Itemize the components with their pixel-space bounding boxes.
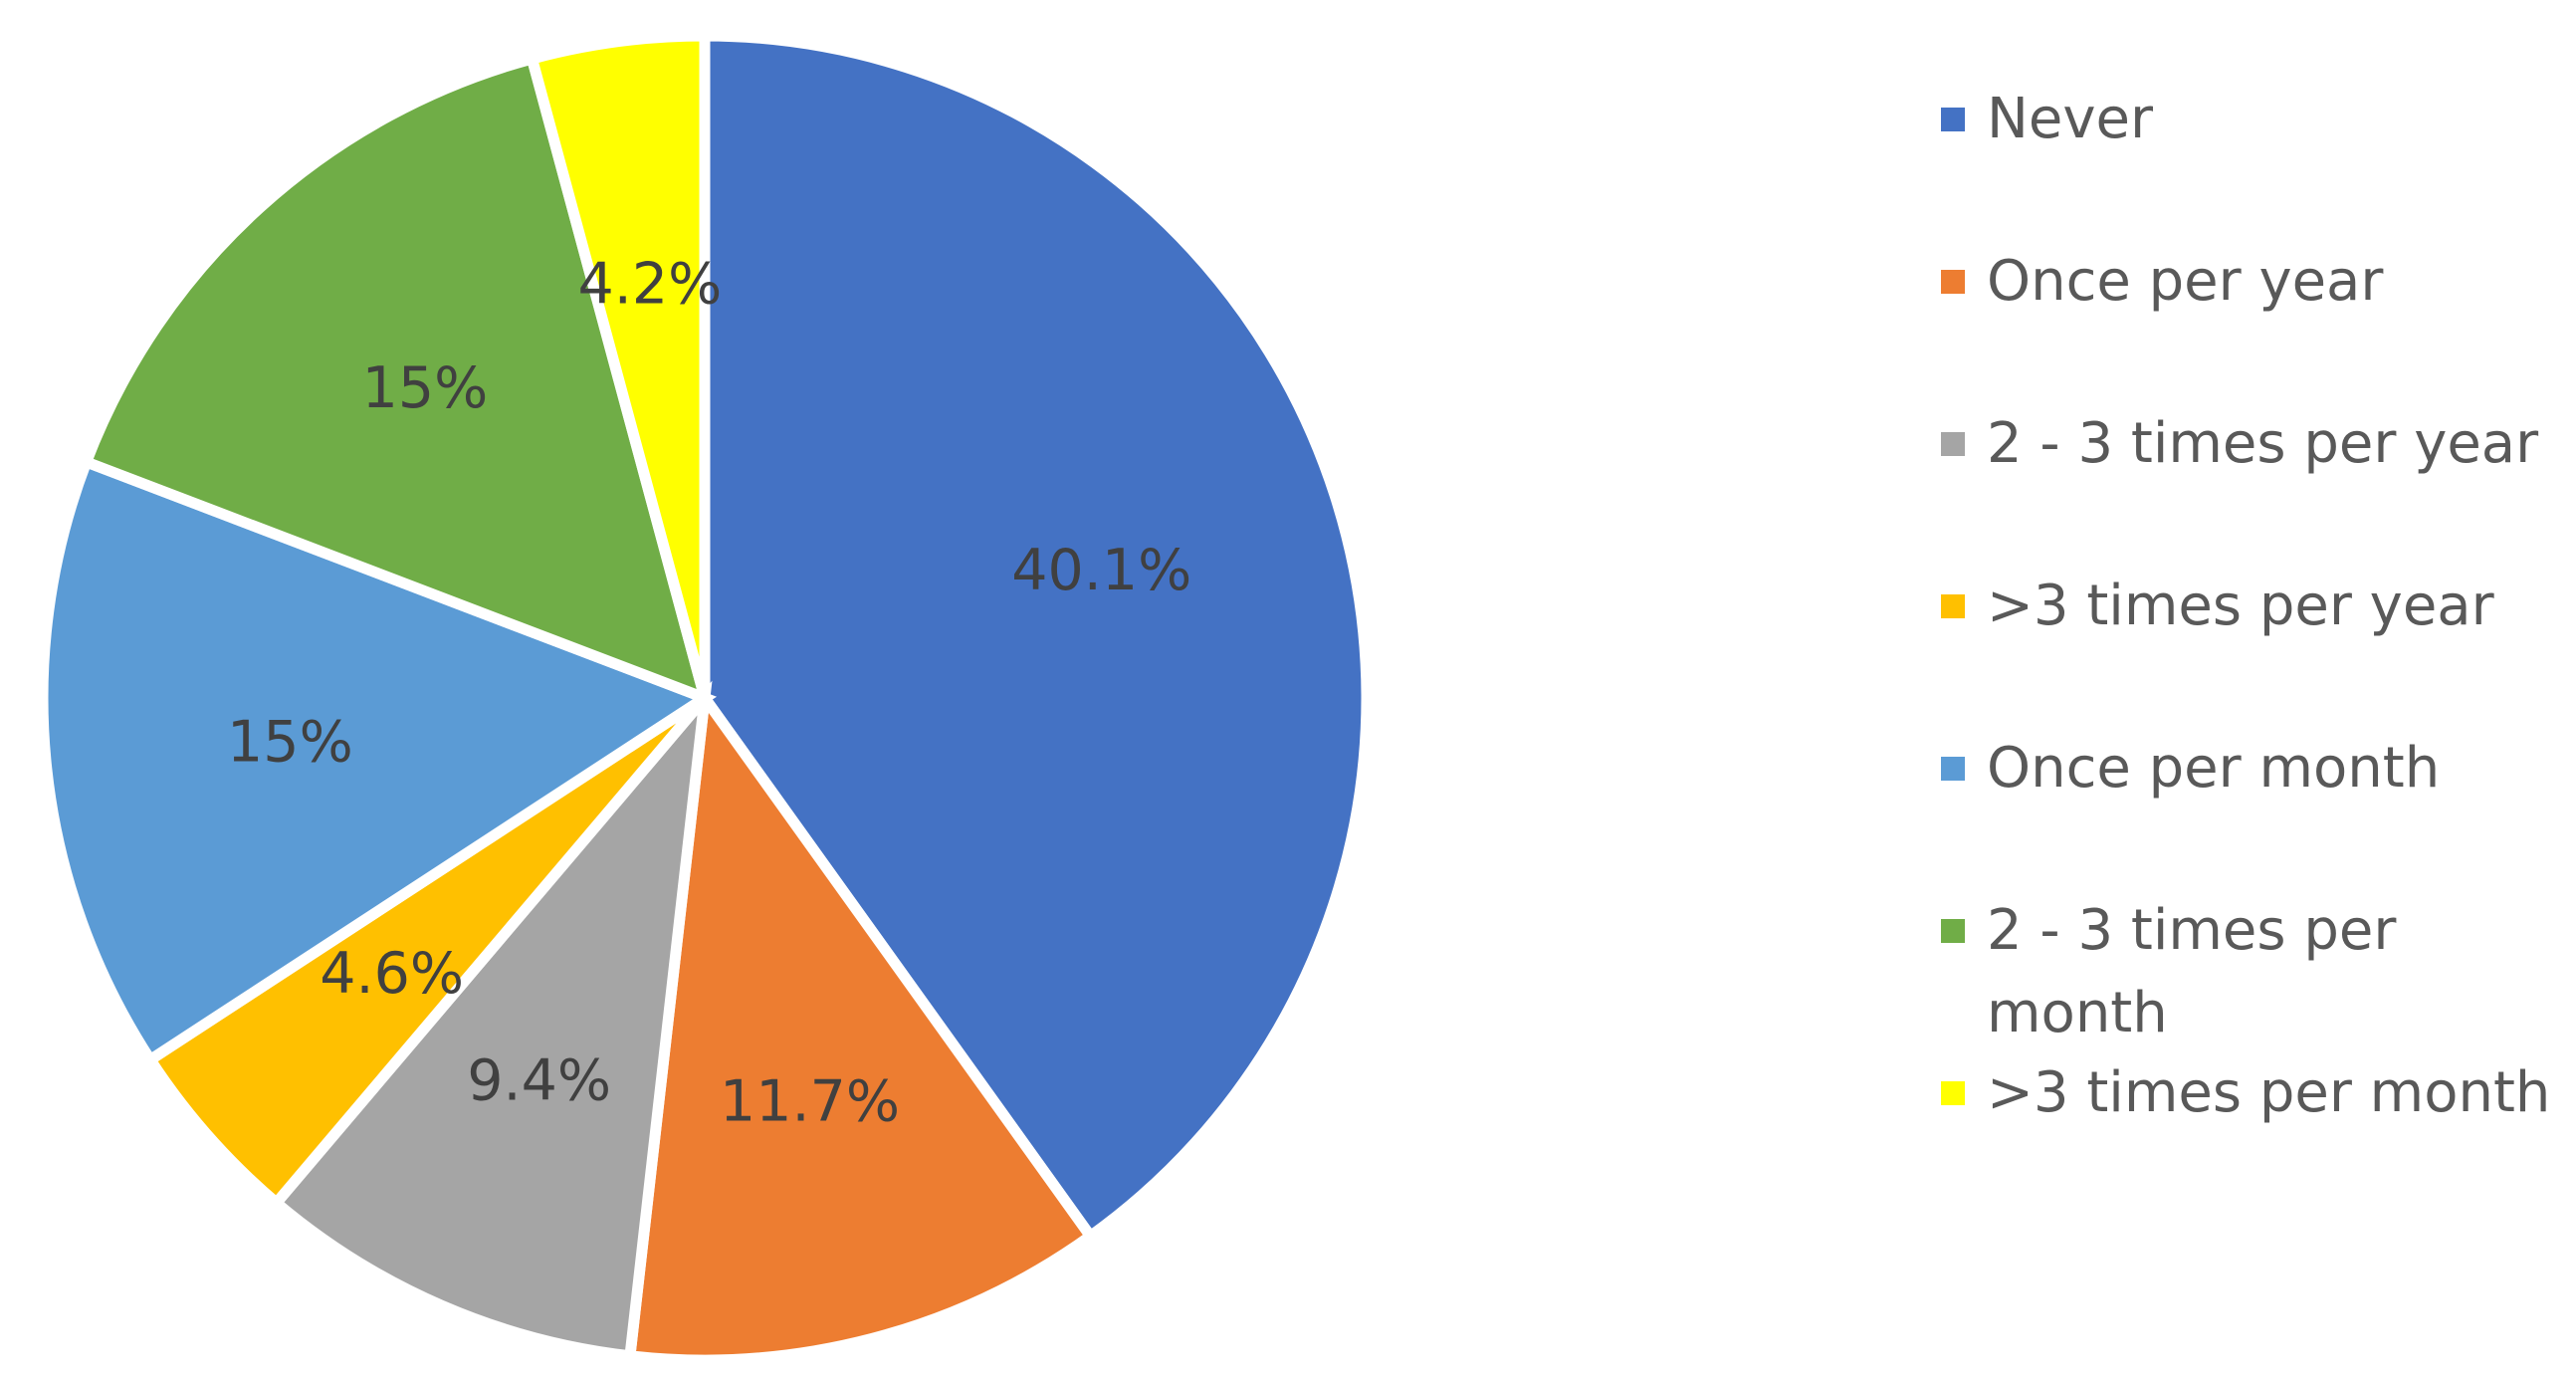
legend-swatch-once-per-year bbox=[1941, 270, 1965, 294]
legend-swatch-2-3-times-per-month bbox=[1941, 919, 1965, 943]
legend-swatch-once-per-month bbox=[1941, 757, 1965, 781]
legend-label-never: Never bbox=[1987, 87, 2153, 151]
data-label-once-per-month: 15% bbox=[227, 710, 353, 776]
data-label-2-3-times-per-year: 9.4% bbox=[467, 1048, 611, 1114]
pie-slice-once-per-year bbox=[623, 683, 1099, 1366]
pie-slice-never bbox=[699, 30, 1373, 1245]
legend-label-once-per-year: Once per year bbox=[1987, 249, 2384, 314]
pie-slices bbox=[37, 30, 1373, 1366]
pie-slice-2-3-times-per-year bbox=[268, 680, 713, 1362]
legend-label-more-than-3-times-per-year: >3 times per year bbox=[1987, 574, 2494, 638]
legend-label-2-3-times-per-year: 2 - 3 times per year bbox=[1987, 411, 2539, 476]
pie-slice-once-per-month bbox=[37, 454, 718, 1067]
legend-swatch-more-than-3-times-per-year bbox=[1941, 594, 1965, 618]
pie-data-labels: 40.1% 11.7% 9.4%4.6% 15% 15% 4.2% bbox=[227, 252, 1191, 1135]
data-label-never: 40.1% bbox=[1011, 538, 1191, 603]
data-label-2-3-times-per-month: 15% bbox=[362, 355, 489, 421]
pie-slice-more-than-3-times-per-month bbox=[525, 30, 711, 700]
data-label-more-than-3-times-per-year: 4.6% bbox=[320, 941, 464, 1007]
legend-swatch-never bbox=[1941, 108, 1965, 131]
legend-swatch-2-3-times-per-year bbox=[1941, 432, 1965, 456]
legend-label-once-per-month: Once per month bbox=[1987, 736, 2441, 801]
legend-swatch-more-than-3-times-per-month bbox=[1941, 1081, 1965, 1105]
legend-label-more-than-3-times-per-month: >3 times per month bbox=[1987, 1060, 2551, 1125]
legend-label-2-3-times-per-month: 2 - 3 times per month bbox=[1987, 898, 2397, 1045]
pie-slice-2-3-times-per-month bbox=[79, 52, 714, 707]
data-label-more-than-3-times-per-month: 4.2% bbox=[577, 252, 722, 318]
data-label-once-per-year: 11.7% bbox=[720, 1069, 900, 1135]
